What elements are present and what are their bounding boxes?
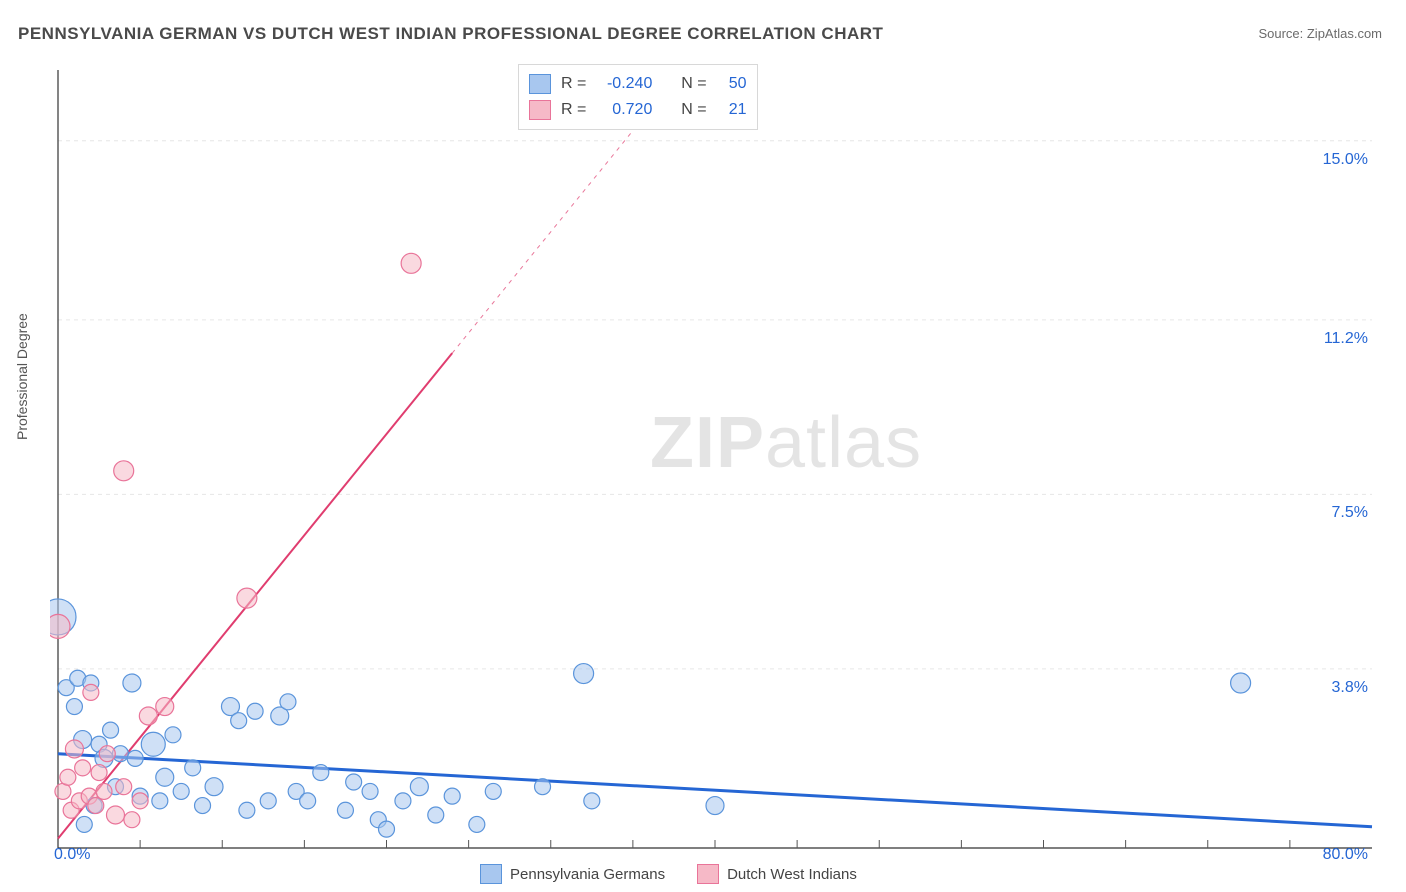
legend-label: Pennsylvania Germans [510,866,665,883]
y-tick-label: 11.2% [1324,330,1368,348]
stats-row: R = -0.240 N = 50 [529,71,747,97]
stat-n-value: 50 [717,71,747,97]
chart-area: ZIPatlas R =-0.240 N =50R =0.720 N =21 0… [50,62,1380,862]
x-axis-min-label: 0.0% [54,846,90,864]
legend-item: Dutch West Indians [697,864,857,884]
legend-label: Dutch West Indians [727,866,857,883]
x-axis-max-label: 80.0% [1323,846,1368,864]
stat-n-value: 21 [717,97,747,123]
stat-n-label: N = [681,97,706,123]
stat-n-label: N = [681,71,706,97]
y-axis-label: Professional Degree [14,313,30,440]
y-tick-label: 15.0% [1323,151,1368,169]
stat-r-value: -0.240 [596,71,652,97]
legend-item: Pennsylvania Germans [480,864,665,884]
stat-r-label: R = [561,97,586,123]
scatter-chart-svg [50,62,1380,862]
stats-row: R = 0.720 N = 21 [529,97,747,123]
chart-title: PENNSYLVANIA GERMAN VS DUTCH WEST INDIAN… [18,24,883,44]
y-tick-label: 7.5% [1332,504,1368,522]
legend-swatch [480,864,502,884]
legend-swatch [697,864,719,884]
series-swatch [529,100,551,120]
bottom-legend: Pennsylvania Germans Dutch West Indians [480,864,857,884]
correlation-stats-box: R = -0.240 N = 50 R = 0.720 N = 21 [518,64,758,130]
series-swatch [529,74,551,94]
y-tick-label: 3.8% [1332,679,1368,697]
source-attribution: Source: ZipAtlas.com [1258,26,1382,41]
stat-r-label: R = [561,71,586,97]
stat-r-value: 0.720 [596,97,652,123]
